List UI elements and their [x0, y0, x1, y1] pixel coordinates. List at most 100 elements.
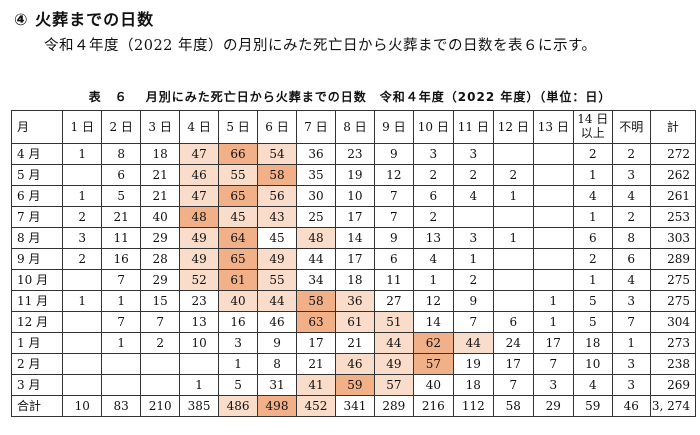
header-cell: 2 日 [101, 110, 142, 144]
table-cell: 12 [412, 290, 454, 312]
table-cell: 9 [257, 332, 297, 354]
header-cell: 不明 [611, 110, 651, 144]
table-cell [62, 353, 103, 375]
table-cell: 3 [452, 227, 494, 249]
table-cell: 19 [452, 353, 494, 375]
header-cell: 13 日 [532, 110, 574, 144]
table-cell: 12 [373, 164, 414, 186]
header-cell: 1 日 [62, 110, 103, 144]
header-cell: 12 日 [492, 110, 534, 144]
table-cell: 16 [218, 311, 259, 333]
table-cell [532, 185, 574, 207]
table-row: 7 月 2 21 40 48 45 43 25 17 7 2 1 2 253 [10, 206, 697, 228]
table-cell: 52 [179, 269, 220, 291]
table-cell [62, 332, 103, 354]
table-cell: 36 [295, 143, 336, 165]
table-row: 9 月 2 16 28 49 65 49 44 17 6 4 1 2 6 289 [10, 248, 697, 270]
table-cell: 6 [101, 164, 142, 186]
table-cell: 3 [532, 374, 574, 396]
table-cell: 7 [373, 185, 414, 207]
table-cell [62, 311, 103, 333]
table-cell: 13 [412, 227, 454, 249]
table-cell [532, 206, 574, 228]
table-cell: 1 [572, 269, 613, 291]
table-cell: 65 [218, 185, 259, 207]
table-cell: 289 [373, 395, 414, 417]
table-cell: 385 [179, 395, 220, 417]
table-cell: 44 [452, 332, 494, 354]
table-cell [62, 374, 103, 396]
table-cell: 18 [452, 374, 494, 396]
table-caption: 表 ６ 月別にみた死亡日から火葬までの日数 令和４年度（2022 年度）（単位：… [88, 90, 612, 104]
table-cell: 8 [101, 143, 142, 165]
table-cell: 62 [412, 332, 454, 354]
row-label: 5 月 [10, 164, 64, 186]
table-cell: 9 [373, 143, 414, 165]
intro-text: 令和４年度（2022 年度）の月別にみた死亡日から火葬までの日数を表６に示す。 [44, 38, 597, 54]
row-label: 6 月 [10, 185, 64, 207]
table-cell: 58 [257, 164, 297, 186]
table-cell: 10 [179, 332, 220, 354]
table-row: 12 月 7 7 13 16 46 63 61 51 14 7 6 1 5 7 304 [10, 311, 697, 333]
table-cell: 66 [218, 143, 259, 165]
table-cell: 253 [649, 206, 697, 228]
table-cell: 48 [295, 227, 336, 249]
table-cell: 59 [572, 395, 613, 417]
table-cell: 1 [218, 353, 259, 375]
table-cell: 3 [62, 227, 103, 249]
table-row: 5 月 6 21 46 55 58 35 19 12 2 2 2 1 3 262 [10, 164, 697, 186]
row-label: 3 月 [10, 374, 64, 396]
table-cell: 6 [412, 185, 454, 207]
row-label: 8 月 [10, 227, 64, 249]
table-cell: 41 [295, 374, 336, 396]
section-heading: ④ 火葬までの日数 [14, 10, 155, 29]
header-cell: 3 日 [140, 110, 181, 144]
header-cell: 9 日 [373, 110, 414, 144]
table-cell: 45 [218, 206, 259, 228]
table-cell: 2 [412, 164, 454, 186]
table-cell: 47 [179, 143, 220, 165]
table-cell: 49 [257, 248, 297, 270]
table-cell: 2 [140, 332, 181, 354]
table-cell: 1 [572, 206, 613, 228]
table-cell: 2 [452, 269, 494, 291]
table-cell: 3 [611, 353, 651, 375]
table-cell: 13 [179, 311, 220, 333]
table-cell [140, 374, 181, 396]
header-cell: 計 [649, 110, 697, 144]
table-cell: 5 [572, 290, 613, 312]
table-cell [532, 227, 574, 249]
table-cell [532, 269, 574, 291]
table-cell [62, 269, 103, 291]
row-label: 合計 [10, 395, 64, 417]
table-cell: 486 [218, 395, 259, 417]
table-cell: 46 [611, 395, 651, 417]
table-cell: 1 [452, 248, 494, 270]
header-cell-line: 以上 [580, 126, 605, 140]
table-cell: 28 [140, 248, 181, 270]
header-corner: 月 [10, 110, 64, 144]
table-cell: 7 [492, 374, 534, 396]
table-cell: 17 [295, 332, 336, 354]
header-cell: 10 日 [412, 110, 454, 144]
table-cell: 4 [572, 374, 613, 396]
table-cell: 1 [62, 185, 103, 207]
table-cell: 10 [572, 353, 613, 375]
table-cell: 498 [257, 395, 297, 417]
table-cell: 61 [218, 269, 259, 291]
table-cell [101, 353, 142, 375]
table-cell [140, 353, 181, 375]
table-cell: 1 [101, 332, 142, 354]
table-cell: 7 [452, 311, 494, 333]
table-cell: 3 [611, 374, 651, 396]
table-cell: 21 [334, 332, 375, 354]
table-cell: 21 [295, 353, 336, 375]
table-cell: 303 [649, 227, 697, 249]
row-label: 10 月 [10, 269, 64, 291]
table-cell: 57 [412, 353, 454, 375]
table-cell: 58 [295, 290, 336, 312]
table-cell: 2 [62, 248, 103, 270]
table-cell: 2 [572, 248, 613, 270]
table-cell [492, 143, 534, 165]
